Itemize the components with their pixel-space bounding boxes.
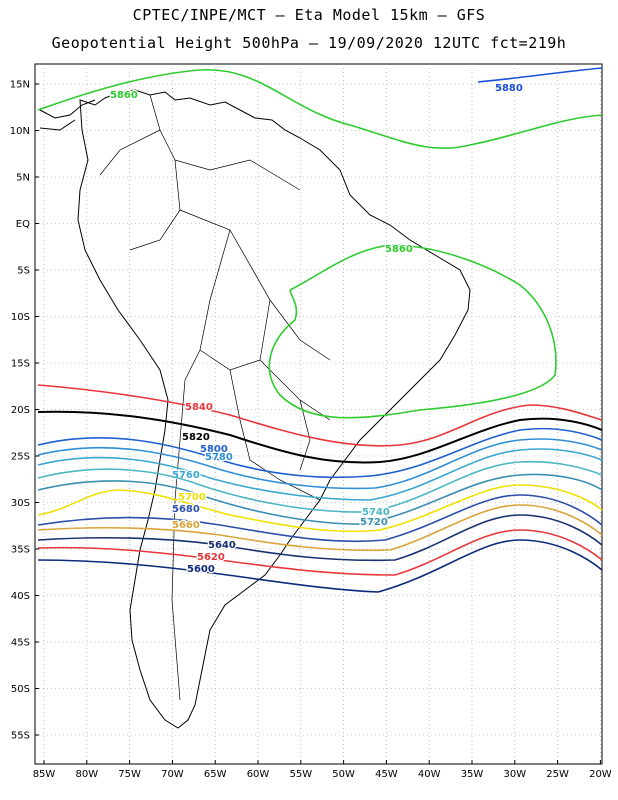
contour-5640 [37,514,603,562]
contour-label-5860: 5860 [385,244,413,255]
contour-label-5820: 5820 [182,432,210,443]
lon-tick-label: 40W [418,769,441,780]
contour-label-5660: 5660 [172,520,200,531]
lon-tick-label: 60W [247,769,270,780]
lat-tick-label: 15S [11,359,30,370]
contour-5620 [37,529,603,576]
lat-tick-label: 15N [10,80,30,91]
contour-5820 [37,410,603,464]
contour-5760 [37,448,603,501]
lon-tick-label: 25W [546,769,569,780]
lat-tick-label: 5N [16,173,30,184]
lon-tick-label: 75W [118,769,141,780]
lat-tick-label: 30S [11,498,30,509]
lat-tick-label: 40S [11,591,30,602]
contour-label-5880: 5880 [495,83,523,94]
lon-tick-label: 80W [75,769,98,780]
contour-5720 [37,473,603,525]
lat-tick-label: 5S [17,266,30,277]
lat-tick-label: 10N [10,126,30,137]
lon-tick-label: 45W [375,769,398,780]
lat-tick-label: EQ [16,219,30,230]
map-title: CPTEC/INPE/MCT – Eta Model 15km – GFS [132,6,486,24]
contour-5700 [37,484,603,533]
contour-5780 [37,438,603,490]
lat-tick-label: 55S [11,731,30,742]
contour-label-5840: 5840 [185,402,213,413]
lon-tick-label: 55W [289,769,312,780]
contour-5860 [268,244,557,419]
lon-tick-label: 65W [204,769,227,780]
axis-labels: 15N 10N 5N EQ 5S 10S 15S 20S 25S 30S 35S 40S 45S 50S 5… [10,80,612,781]
lon-tick-label: 20W [589,769,612,780]
lat-tick-label: 45S [11,638,30,649]
contour-5680 [37,494,603,543]
lon-tick-label: 30W [503,769,526,780]
contour-label-5640: 5640 [208,540,236,551]
contour-5600 [37,539,603,593]
lon-tick-label: 85W [33,769,56,780]
contour-label-5860: 5860 [110,90,138,101]
contour-label-5780: 5780 [205,452,233,463]
contour-label-5720: 5720 [360,517,388,528]
lat-tick-label: 10S [11,312,30,323]
contour-5880 [477,67,603,83]
contour-5840 [37,384,603,447]
contour-label-5680: 5680 [172,504,200,515]
contour-5800 [37,427,603,479]
lon-tick-label: 50W [332,769,355,780]
contour-label-5620: 5620 [197,552,225,563]
lon-tick-label: 35W [461,769,484,780]
contour-5740 [37,460,603,513]
lat-tick-label: 35S [11,545,30,556]
contour-label-5700: 5700 [178,492,206,503]
contour-5860 [37,69,603,150]
contour-label-5800: 5800 [200,444,228,455]
lat-tick-label: 50S [11,684,30,695]
contour-5660 [37,504,603,552]
contour-label-5600: 5600 [187,564,215,575]
lat-tick-label: 25S [11,452,30,463]
contour-label-5760: 5760 [172,470,200,481]
central-america-outline [39,99,96,131]
lat-tick-label: 20S [11,405,30,416]
map-subtitle: Geopotential Height 500hPa – 19/09/2020 … [51,34,567,52]
lon-tick-label: 70W [161,769,184,780]
contour-label-5740: 5740 [362,507,390,518]
country-borders [99,94,331,701]
